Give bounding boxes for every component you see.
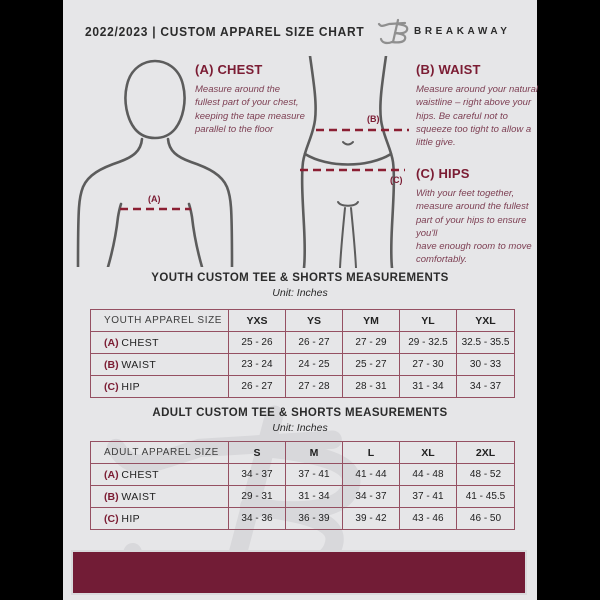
adult-size-table: ADULT APPAREL SIZE S M L XL 2XL (A) CHES… xyxy=(90,441,515,530)
row-prefix: (B) xyxy=(104,490,119,503)
chest-line-label: (A) xyxy=(148,194,161,204)
cell: 24 - 25 xyxy=(285,353,343,376)
youth-table-unit: Unit: Inches xyxy=(272,287,328,299)
waist-heading: (B) WAIST xyxy=(416,62,481,77)
chest-guide: (A) CHEST Measure around the fullest par… xyxy=(195,62,307,136)
breakaway-logo-icon xyxy=(377,18,409,45)
size-chart-page: 2022/2023 | CUSTOM APPAREL SIZE CHART BR… xyxy=(63,0,538,600)
size-yxs: YXS xyxy=(228,309,286,332)
hips-line-label: (C) xyxy=(390,175,403,185)
cell: 34 - 36 xyxy=(228,507,286,530)
footer-accent-bar xyxy=(71,550,527,595)
cell: 37 - 41 xyxy=(399,485,457,508)
table-row: (C) HIP 34 - 36 36 - 39 39 - 42 43 - 46 … xyxy=(90,507,515,530)
row-label: WAIST xyxy=(121,358,157,371)
cell: 25 - 27 xyxy=(342,353,400,376)
row-prefix: (A) xyxy=(104,468,119,481)
cell: 32.5 - 35.5 xyxy=(456,331,515,354)
cell: 41 - 45.5 xyxy=(456,485,515,508)
cell: 30 - 33 xyxy=(456,353,515,376)
cell: 26 - 27 xyxy=(285,331,343,354)
cell: 25 - 26 xyxy=(228,331,286,354)
size-yl: YL xyxy=(399,309,457,332)
cell: 39 - 42 xyxy=(342,507,400,530)
cell: 28 - 31 xyxy=(342,375,400,398)
cell: 48 - 52 xyxy=(456,463,515,486)
cell: 31 - 34 xyxy=(285,485,343,508)
table-row: (B) WAIST 23 - 24 24 - 25 25 - 27 27 - 3… xyxy=(90,353,515,376)
row-prefix: (C) xyxy=(104,512,119,525)
waist-instructions: Measure around your natural waistline – … xyxy=(416,84,538,149)
table-header-row: YOUTH APPAREL SIZE YXS YS YM YL YXL xyxy=(90,309,515,332)
cell: 27 - 29 xyxy=(342,331,400,354)
cell: 44 - 48 xyxy=(399,463,457,486)
waist-line-label: (B) xyxy=(367,114,380,124)
cell: 43 - 46 xyxy=(399,507,457,530)
size-l: L xyxy=(342,441,400,464)
cell: 27 - 28 xyxy=(285,375,343,398)
cell: 34 - 37 xyxy=(228,463,286,486)
chest-heading: (A) CHEST xyxy=(195,62,263,77)
adult-table-title: ADULT CUSTOM TEE & SHORTS MEASUREMENTS xyxy=(152,407,448,419)
size-ym: YM xyxy=(342,309,400,332)
cell: 23 - 24 xyxy=(228,353,286,376)
hips-heading: (C) HIPS xyxy=(416,166,470,181)
adult-table-unit: Unit: Inches xyxy=(272,422,328,434)
lower-body-figure: (B) (C) xyxy=(300,56,409,268)
youth-size-col-header: YOUTH APPAREL SIZE xyxy=(90,309,229,332)
row-label: CHEST xyxy=(121,468,159,481)
size-xl: XL xyxy=(399,441,457,464)
cell: 34 - 37 xyxy=(342,485,400,508)
cell: 36 - 39 xyxy=(285,507,343,530)
size-yxl: YXL xyxy=(456,309,515,332)
waist-guide: (B) WAIST Measure around your natural wa… xyxy=(416,62,538,149)
row-label: HIP xyxy=(121,512,141,525)
cell: 46 - 50 xyxy=(456,507,515,530)
adult-size-col-header: ADULT APPAREL SIZE xyxy=(90,441,229,464)
row-prefix: (A) xyxy=(104,336,119,349)
table-row: (B) WAIST 29 - 31 31 - 34 34 - 37 37 - 4… xyxy=(90,485,515,508)
row-label: WAIST xyxy=(121,490,157,503)
cell: 37 - 41 xyxy=(285,463,343,486)
table-row: (C) HIP 26 - 27 27 - 28 28 - 31 31 - 34 … xyxy=(90,375,515,398)
cell: 27 - 30 xyxy=(399,353,457,376)
youth-size-table: YOUTH APPAREL SIZE YXS YS YM YL YXL (A) … xyxy=(90,309,515,398)
hips-guide: (C) HIPS With your feet together, measur… xyxy=(416,166,544,267)
size-s: S xyxy=(228,441,286,464)
row-prefix: (B) xyxy=(104,358,119,371)
chest-instructions: Measure around the fullest part of your … xyxy=(195,84,305,135)
table-header-row: ADULT APPAREL SIZE S M L XL 2XL xyxy=(90,441,515,464)
torso-figure: (A) xyxy=(76,59,234,267)
cell: 31 - 34 xyxy=(399,375,457,398)
size-ys: YS xyxy=(285,309,343,332)
cell: 29 - 32.5 xyxy=(399,331,457,354)
page-title: 2022/2023 | CUSTOM APPAREL SIZE CHART xyxy=(85,24,365,39)
row-label: HIP xyxy=(121,380,141,393)
hips-instructions: With your feet together, measure around … xyxy=(416,188,532,266)
row-prefix: (C) xyxy=(104,380,119,393)
youth-table-title: YOUTH CUSTOM TEE & SHORTS MEASUREMENTS xyxy=(151,272,449,284)
cell: 26 - 27 xyxy=(228,375,286,398)
table-row: (A) CHEST 34 - 37 37 - 41 41 - 44 44 - 4… xyxy=(90,463,515,486)
row-label: CHEST xyxy=(121,336,159,349)
size-2xl: 2XL xyxy=(456,441,515,464)
cell: 29 - 31 xyxy=(228,485,286,508)
size-m: M xyxy=(285,441,343,464)
brand-name: BREAKAWAY xyxy=(414,26,511,37)
table-row: (A) CHEST 25 - 26 26 - 27 27 - 29 29 - 3… xyxy=(90,331,515,354)
cell: 41 - 44 xyxy=(342,463,400,486)
cell: 34 - 37 xyxy=(456,375,515,398)
